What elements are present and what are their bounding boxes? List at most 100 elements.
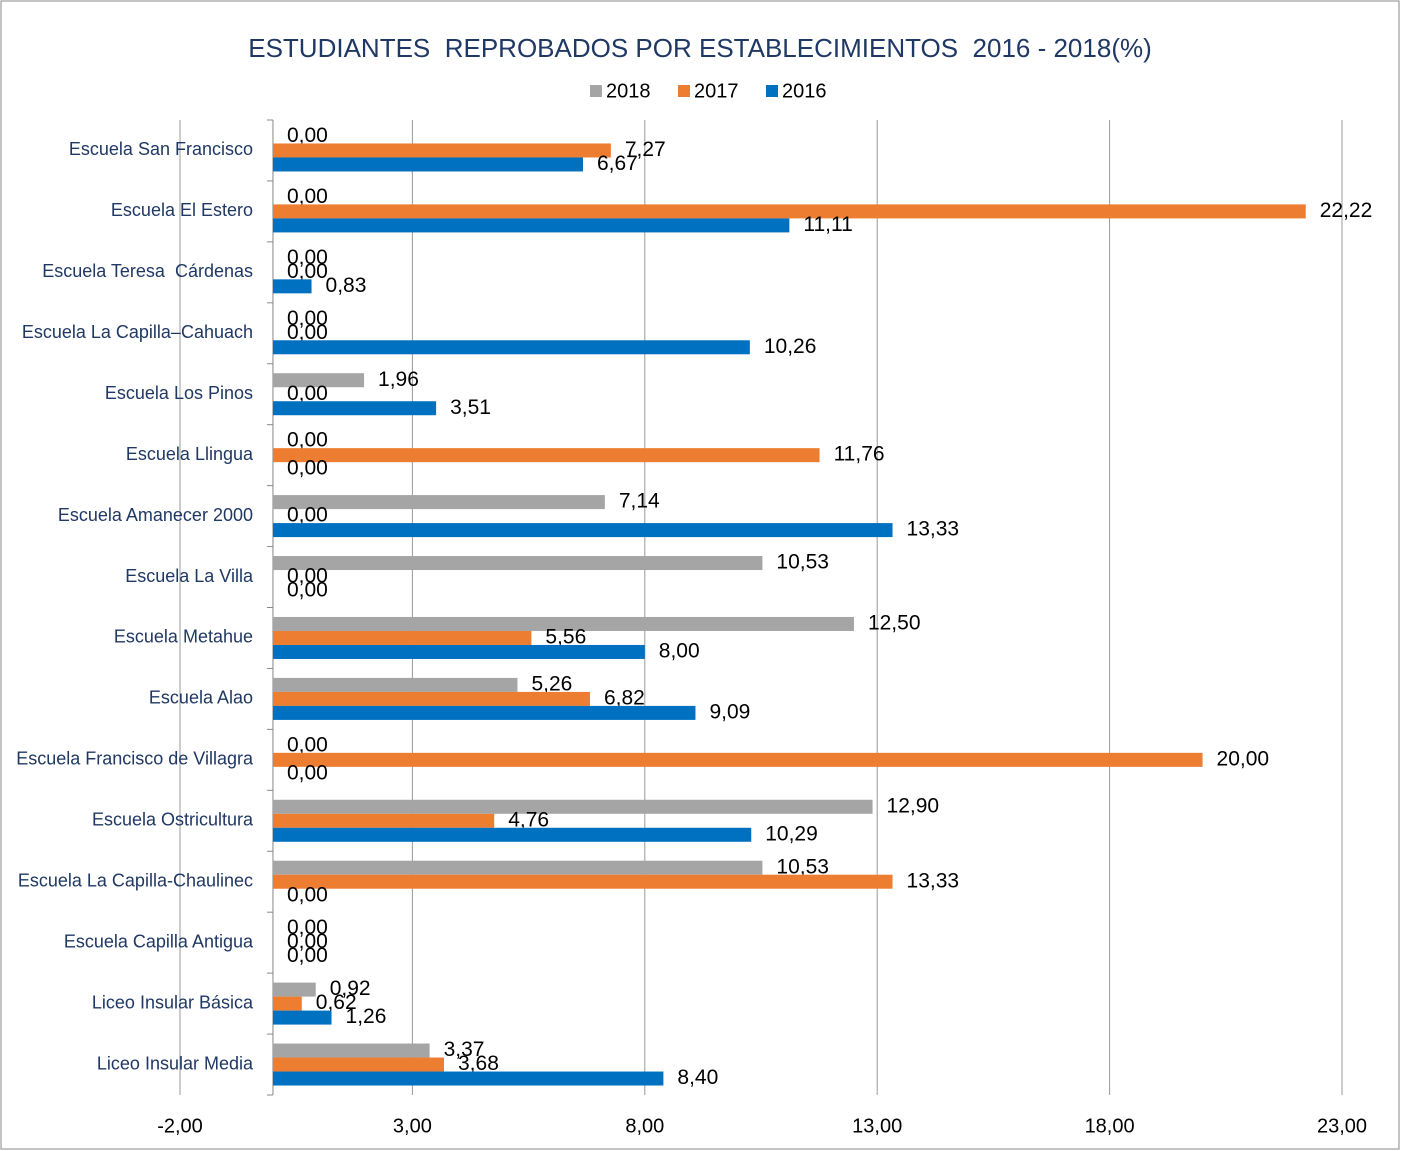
category-label: Escuela La Villa (125, 566, 254, 586)
x-tick-label: 3,00 (393, 1115, 432, 1137)
data-label: 0,92 (330, 977, 371, 1000)
bar (272, 401, 437, 416)
data-label: 0,00 (287, 429, 328, 452)
category-label: Escuela El Estero (111, 200, 253, 220)
bar (272, 204, 1306, 219)
bar (272, 982, 316, 997)
bar (272, 373, 365, 388)
bar (272, 616, 854, 631)
data-label: 10,53 (776, 551, 829, 574)
bar (272, 630, 532, 645)
bar (272, 799, 873, 814)
bar (272, 691, 590, 706)
category-label: Escuela Metahue (114, 627, 253, 647)
x-tick-label: 18,00 (1085, 1115, 1135, 1137)
data-label: 0,00 (287, 883, 328, 906)
data-label: 8,40 (677, 1066, 718, 1089)
data-label: 6,82 (604, 686, 645, 709)
data-label: 4,76 (508, 808, 549, 831)
data-label: 0,00 (287, 382, 328, 405)
bar (272, 644, 645, 659)
data-label: 9,09 (709, 700, 750, 723)
data-label: 0,00 (287, 504, 328, 527)
category-label: Escuela San Francisco (69, 139, 253, 159)
legend-label: 2018 (606, 80, 651, 102)
data-label: 0,00 (287, 307, 328, 330)
data-label: 0,00 (287, 246, 328, 269)
data-label: 13,33 (907, 518, 960, 541)
x-tick-label: 23,00 (1317, 1115, 1367, 1137)
data-label: 0,00 (287, 185, 328, 208)
data-label: 3,68 (458, 1052, 499, 1075)
category-label: Escuela Francisco de Villagra (16, 749, 254, 769)
category-label: Escuela Amanecer 2000 (58, 505, 253, 525)
data-label: 13,33 (907, 869, 960, 892)
data-label: 20,00 (1217, 747, 1270, 770)
bar (272, 556, 763, 571)
data-label: 0,00 (287, 930, 328, 953)
bar (272, 1010, 332, 1025)
data-label: 0,00 (287, 579, 328, 602)
data-label: 3,51 (450, 396, 491, 419)
data-label: 0,00 (287, 321, 328, 344)
data-label: 0,00 (287, 944, 328, 967)
data-label: 10,53 (776, 855, 829, 878)
data-label: 0,00 (287, 916, 328, 939)
bar (272, 143, 611, 158)
data-label: 3,37 (444, 1038, 485, 1061)
x-tick-label: 8,00 (625, 1115, 664, 1137)
data-label: 5,26 (531, 672, 572, 695)
data-label: 10,29 (765, 822, 818, 845)
bar (272, 874, 893, 889)
legend-swatch (590, 85, 602, 97)
bar (272, 279, 312, 294)
data-label: 22,22 (1320, 199, 1373, 222)
chart-title: ESTUDIANTES REPROBADOS POR ESTABLECIMIEN… (248, 33, 1152, 63)
category-label: Escuela Capilla Antigua (64, 931, 254, 951)
bar (272, 495, 605, 510)
data-label: 10,26 (764, 335, 817, 358)
legend-label: 2017 (694, 80, 739, 102)
data-label: 12,90 (887, 794, 940, 817)
data-label: 0,00 (287, 565, 328, 588)
data-label: 1,96 (378, 368, 419, 391)
category-label: Liceo Insular Básica (92, 992, 254, 1012)
bar (272, 523, 893, 538)
category-label: Escuela Teresa Cárdenas (42, 261, 253, 281)
bar (272, 677, 518, 692)
bar (272, 752, 1203, 767)
x-tick-label: -2,00 (157, 1115, 203, 1137)
bar (272, 1071, 664, 1086)
x-tick-label: 13,00 (852, 1115, 902, 1137)
legend-swatch (766, 85, 778, 97)
data-label: 8,00 (659, 640, 700, 663)
bar (272, 157, 583, 172)
data-label: 11,76 (834, 443, 885, 466)
category-label: Escuela Alao (149, 688, 253, 708)
data-label: 7,27 (625, 138, 666, 161)
category-label: Escuela La Capilla-Chaulinec (18, 870, 253, 890)
data-label: 1,26 (346, 1005, 387, 1028)
bar (272, 218, 790, 233)
category-label: Liceo Insular Media (97, 1053, 254, 1073)
data-label: 0,00 (287, 124, 328, 147)
bar (272, 996, 302, 1011)
data-label: 0,00 (287, 457, 328, 480)
data-label: 12,50 (868, 612, 921, 635)
bar (272, 827, 752, 842)
data-label: 0,00 (287, 260, 328, 283)
bar (272, 1057, 445, 1072)
data-label: 6,67 (597, 152, 638, 175)
bar (272, 448, 820, 463)
data-label: 0,00 (287, 761, 328, 784)
bar (272, 860, 763, 875)
data-label: 0,83 (326, 274, 367, 297)
bar (272, 340, 750, 355)
category-label: Escuela Ostricultura (92, 810, 254, 830)
legend-label: 2016 (782, 80, 827, 102)
bar (272, 1043, 430, 1058)
category-label: Escuela Los Pinos (105, 383, 253, 403)
data-label: 7,14 (619, 490, 660, 513)
